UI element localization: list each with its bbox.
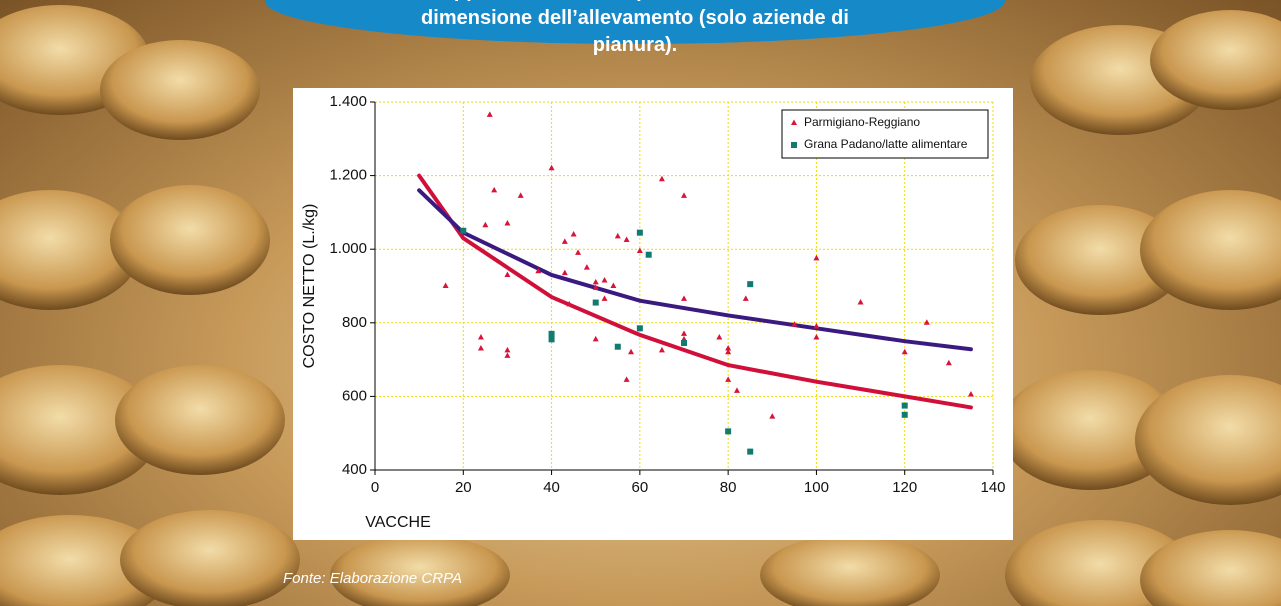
point [575,249,582,255]
point [681,295,687,301]
point [561,269,568,276]
point [636,247,643,254]
point [517,192,524,198]
y-tick-label: 1.200 [329,167,367,184]
point [742,295,749,301]
source: Fonte: Elaborazione CRPA [283,570,462,587]
point [548,164,555,171]
point [725,428,732,435]
point [504,352,511,358]
point [583,264,590,270]
point [658,175,665,182]
point [636,325,643,332]
point [923,319,930,325]
point [813,322,820,329]
point [747,281,754,288]
point [967,391,974,397]
point [548,330,555,337]
point [945,359,952,366]
y-tick-label: 400 [342,461,367,478]
point [482,221,489,228]
legend-box [781,109,989,159]
x-tick-label: 60 [632,479,649,496]
x-tick-label: 100 [804,479,829,496]
legend-marker [791,119,797,125]
point [548,336,555,343]
point [769,413,776,419]
x-tick-label: 80 [720,479,737,496]
point [623,236,630,242]
y-tick-label: 600 [342,387,367,404]
point [601,276,608,283]
point [592,284,599,290]
point [901,411,908,418]
point [477,345,484,351]
point [857,299,864,305]
trend-line [417,173,973,410]
point [570,230,577,237]
trend-line [417,188,973,352]
y-tick-label: 800 [342,314,367,331]
x-tick-label: 120 [892,479,917,496]
point [716,334,723,340]
point [681,335,687,342]
point [442,282,449,288]
point [791,321,798,327]
point [813,334,820,340]
point [610,282,617,288]
point [504,346,511,353]
point [658,346,665,353]
point [681,330,687,336]
point [566,300,573,307]
y-axis-label: COSTO NETTO (L./kg) [301,204,318,369]
point [636,229,643,236]
point [628,348,635,355]
point [535,267,542,274]
point [504,219,511,226]
point [681,192,687,198]
point [681,340,687,347]
point [901,402,908,409]
point [725,345,732,351]
point [623,376,630,382]
cheese-wheels [0,5,1281,606]
x-axis-label: VACCHE [365,514,431,531]
chart-panel [293,88,1013,540]
point [614,343,621,350]
y-tick-label: 1.400 [329,93,367,110]
x-tick-label: 40 [543,479,560,496]
point [645,251,652,258]
point [601,295,608,301]
point [561,238,568,244]
point [813,254,820,261]
point [614,232,621,239]
x-tick-label: 140 [980,479,1005,496]
x-tick-label: 0 [371,479,379,496]
point [592,299,599,306]
point [733,387,740,393]
point [592,335,599,342]
point [460,227,467,234]
point [592,278,599,285]
point [901,348,908,355]
point [725,376,732,382]
point [477,334,484,340]
legend-marker [791,142,797,148]
x-tick-label: 20 [455,479,472,496]
y-tick-label: 1.000 [329,240,367,257]
legend-label: Grana Padano/latte alimentare [804,137,968,151]
point [486,111,493,117]
point [725,348,732,355]
point [491,186,498,193]
point [504,271,511,277]
legend-label: Parmigiano-Reggiano [804,115,920,129]
point [747,448,754,455]
